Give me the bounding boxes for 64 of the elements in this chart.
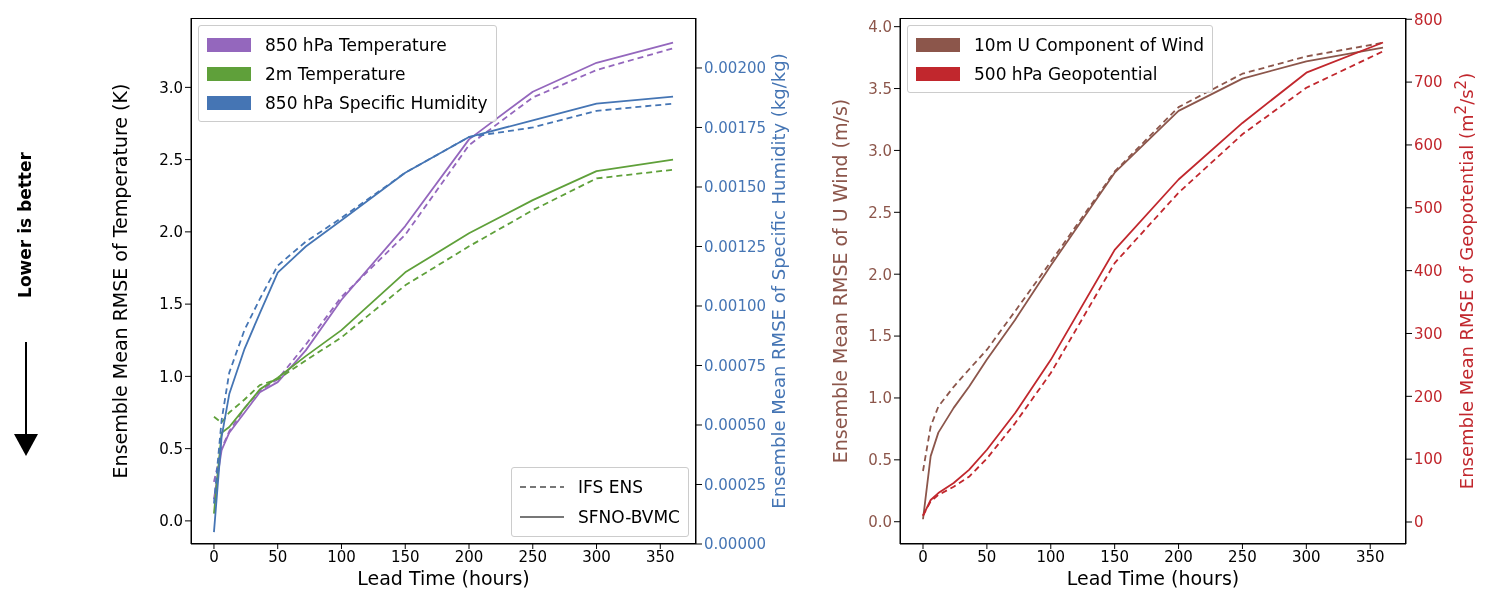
x-tick-label: 250 <box>1228 547 1257 566</box>
y-tick-label: 3.5 <box>868 79 892 98</box>
x-axis-title: Lead Time (hours) <box>357 567 530 589</box>
x-axis-title: Lead Time (hours) <box>1066 567 1240 589</box>
x-tick-label: 150 <box>1100 547 1129 566</box>
y-tick-label: 1.0 <box>159 367 183 386</box>
y2-tick-label: 400 <box>1414 261 1443 280</box>
y-tick-label: 2.5 <box>868 203 892 222</box>
legend-label: 850 hPa Specific Humidity <box>265 92 488 113</box>
y-axis-title: Ensemble Mean RMSE of Temperature (K) <box>109 83 131 479</box>
y2-tick-label: 500 <box>1414 199 1443 218</box>
y-tick-label: 0.0 <box>868 513 892 532</box>
y-tick-label: 4.0 <box>868 17 892 36</box>
annotation: SFNO-BVMC <box>578 507 680 527</box>
x-tick-label: 50 <box>977 547 997 566</box>
y2-tick-label: 200 <box>1414 387 1443 406</box>
y2-tick-label: 0.00075 <box>704 356 767 375</box>
legend-label: 2m Temperature <box>265 63 406 84</box>
y-tick-label: 0.0 <box>159 512 183 531</box>
x-tick-label: 50 <box>268 547 288 566</box>
y2-tick-label: 0.00000 <box>704 535 767 554</box>
y-tick-label: 0.5 <box>159 439 183 458</box>
x-tick-label: 350 <box>1355 547 1385 566</box>
x-tick-label: 0 <box>209 547 219 566</box>
x-tick-label: 200 <box>1164 547 1193 566</box>
key-box: IFS ENS SFNO-BVMC <box>511 467 689 537</box>
y2-tick-label: 0.00100 <box>704 297 767 316</box>
x-tick-label: 200 <box>454 547 484 566</box>
legend-label: 500 hPa Geopotential <box>974 63 1158 84</box>
y-axis-title: Ensemble Mean RMSE of U Wind (m/s) <box>829 98 851 464</box>
x-tick-label: 150 <box>390 547 420 566</box>
y-tick-label: 1.0 <box>868 389 892 408</box>
y2-tick-label: 0.00050 <box>704 416 767 435</box>
y2-tick-label: 0.00175 <box>704 118 767 137</box>
y2-tick-label: 0.00025 <box>704 475 767 494</box>
y-tick-label: 3.0 <box>159 78 183 97</box>
y2-tick-label: 0.00200 <box>704 59 767 78</box>
text: Lower is better <box>15 152 35 298</box>
legend-label: 850 hPa Temperature <box>265 34 447 55</box>
y2-tick-label: 800 <box>1414 10 1443 29</box>
y-tick-label: 3.0 <box>868 141 892 160</box>
y-tick-label: 2.5 <box>159 150 183 169</box>
y2-tick-label: 300 <box>1414 324 1443 343</box>
y2-tick-label: 0.00150 <box>704 178 767 197</box>
x-tick-label: 100 <box>1036 547 1066 566</box>
x-tick-label: 0 <box>918 547 928 566</box>
y-tick-label: 2.0 <box>159 223 183 242</box>
y2-axis-title: Ensemble Mean RMSE of Specific Humidity (kg/kg) <box>767 53 789 509</box>
x-tick-label: 300 <box>582 547 611 566</box>
y2-tick-label: 0.00125 <box>704 237 767 256</box>
y2-tick-label: 700 <box>1414 73 1443 92</box>
y-tick-label: 1.5 <box>159 295 183 314</box>
y2-tick-label: 0 <box>1414 513 1424 532</box>
y-tick-label: 0.5 <box>868 451 892 470</box>
x-tick-label: 250 <box>518 547 548 566</box>
x-tick-label: 100 <box>327 547 356 566</box>
annotation: IFS ENS <box>578 477 643 497</box>
y2-tick-label: 100 <box>1414 450 1443 469</box>
y-tick-label: 1.5 <box>868 327 892 346</box>
x-tick-label: 300 <box>1292 547 1321 566</box>
y2-tick-label: 600 <box>1414 136 1443 155</box>
legend-label: 10m U Component of Wind <box>974 34 1205 55</box>
x-tick-label: 350 <box>645 547 675 566</box>
y-tick-label: 2.0 <box>868 265 892 284</box>
